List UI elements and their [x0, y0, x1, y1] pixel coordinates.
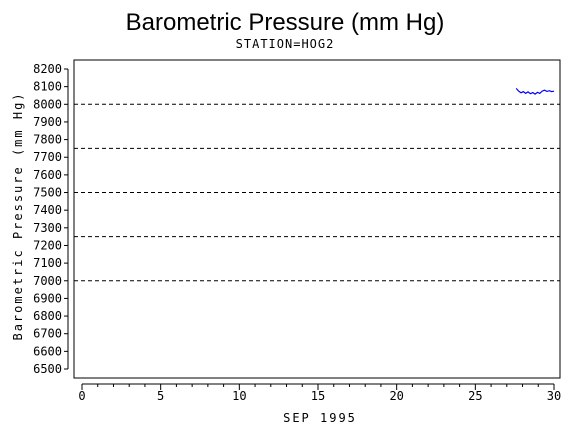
y-tick-label: 8000	[33, 97, 62, 111]
y-tick-label: 7600	[33, 168, 62, 182]
chart-subtitle: STATION=HOG2	[236, 37, 335, 51]
y-tick-label: 6500	[33, 362, 62, 376]
series-line	[515, 88, 555, 95]
y-tick-label: 8100	[33, 80, 62, 94]
x-tick-label: 15	[311, 389, 325, 403]
y-tick-label: 7700	[33, 150, 62, 164]
y-tick-label: 7900	[33, 115, 62, 129]
x-tick-label: 25	[468, 389, 482, 403]
chart-title: Barometric Pressure (mm Hg)	[126, 9, 445, 36]
y-tick-label: 6600	[33, 344, 62, 358]
x-axis: 0 5 10 15 20 25 30	[78, 383, 561, 403]
x-axis-label: SEP 1995	[283, 411, 357, 425]
y-tick-label: 7400	[33, 203, 62, 217]
y-tick-label: 6700	[33, 327, 62, 341]
y-tick-label: 7800	[33, 133, 62, 147]
y-tick-label: 7000	[33, 274, 62, 288]
y-tick-label: 7200	[33, 238, 62, 252]
reference-lines	[74, 103, 560, 282]
x-tick-label: 10	[232, 389, 246, 403]
y-tick-label: 7100	[33, 256, 62, 270]
x-tick-label: 5	[157, 389, 164, 403]
plot-frame	[73, 59, 561, 379]
y-tick-label: 7300	[33, 221, 62, 235]
y-tick-label: 8200	[33, 62, 62, 76]
y-tick-label: 6800	[33, 309, 62, 323]
y-axis-label: Barometric Pressure (mm Hg)	[11, 91, 25, 340]
x-tick-label: 0	[78, 389, 85, 403]
y-tick-label: 6900	[33, 291, 62, 305]
x-tick-label: 30	[547, 389, 561, 403]
y-tick-label: 7500	[33, 186, 62, 200]
y-axis: 6500 6600 6700 6800 6900 7000 7100 7200 7300 7400…	[33, 62, 69, 376]
series-layer	[515, 88, 555, 95]
x-tick-label: 20	[389, 389, 403, 403]
